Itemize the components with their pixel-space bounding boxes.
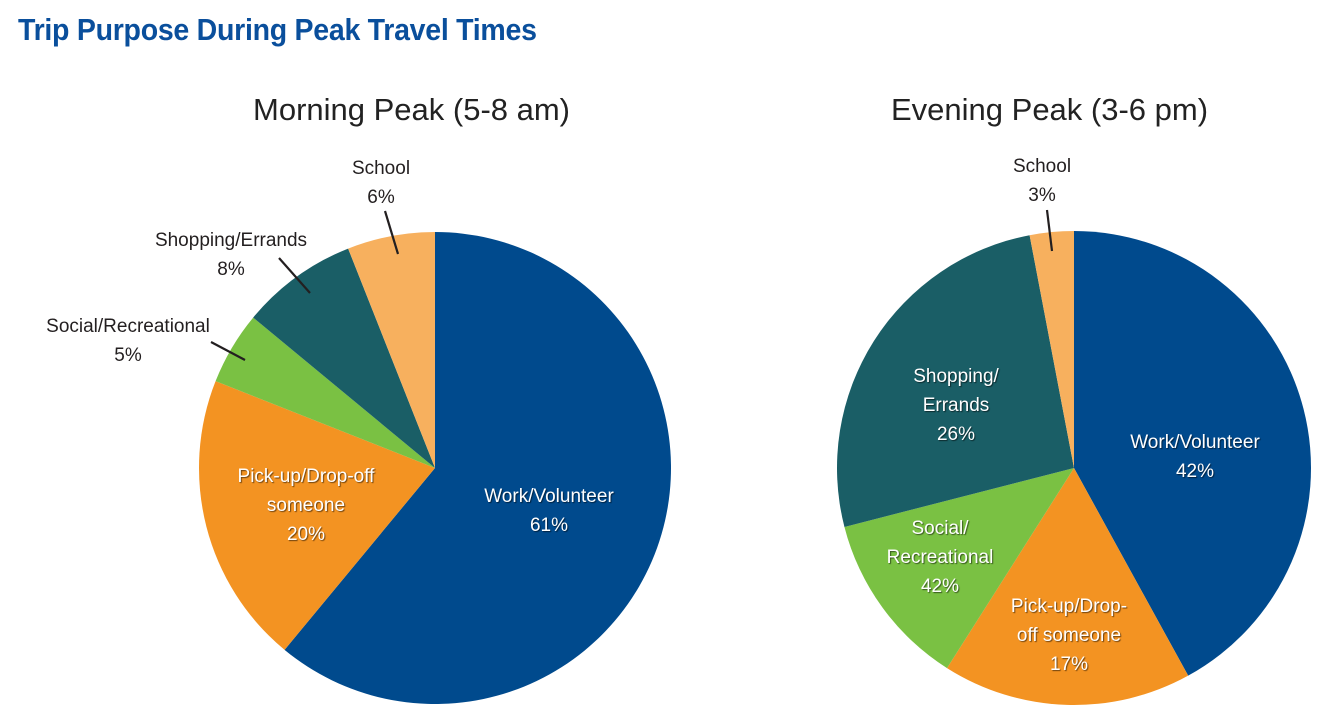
school-slice — [348, 232, 435, 468]
shopping-callout-line — [278, 257, 311, 294]
social-slice — [215, 317, 435, 468]
morning-label-school: School 6% — [351, 158, 411, 208]
school-slice — [1029, 231, 1074, 468]
morning-label-shopping: Shopping/Errands 8% — [154, 230, 308, 280]
morning-label-work: Work/Volunteer 61% — [484, 486, 614, 536]
social-callout-line — [210, 341, 246, 361]
work-slice — [284, 232, 671, 704]
evening-label-work: Work/Volunteer 42% — [1130, 432, 1260, 482]
main-title: Trip Purpose During Peak Travel Times — [18, 12, 537, 47]
evening-label-pickup: Pick-up/Drop- off someone 17% — [1010, 596, 1128, 675]
pickup-slice — [947, 468, 1189, 705]
evening-pie — [837, 231, 1311, 705]
evening-chart-title: Evening Peak (3-6 pm) — [891, 92, 1209, 127]
pickup-slice — [199, 381, 435, 650]
work-slice — [1074, 231, 1311, 676]
school-callout-line-evening — [1045, 209, 1054, 252]
evening-label-school: School 3% — [1012, 156, 1072, 206]
shopping-slice — [837, 235, 1074, 527]
school-callout-line — [383, 210, 400, 255]
shopping-slice — [253, 248, 435, 468]
evening-label-shopping: Shopping/ Errands 26% — [913, 366, 999, 445]
morning-pie — [199, 232, 671, 704]
morning-label-pickup: Pick-up/Drop-off someone 20% — [237, 466, 375, 545]
evening-label-social: Social/ Recreational 42% — [886, 518, 994, 597]
morning-chart-title: Morning Peak (5-8 am) — [253, 92, 571, 127]
morning-label-social: Social/Recreational 5% — [46, 316, 210, 366]
social-slice — [844, 468, 1074, 669]
callout-lines — [210, 209, 1054, 361]
